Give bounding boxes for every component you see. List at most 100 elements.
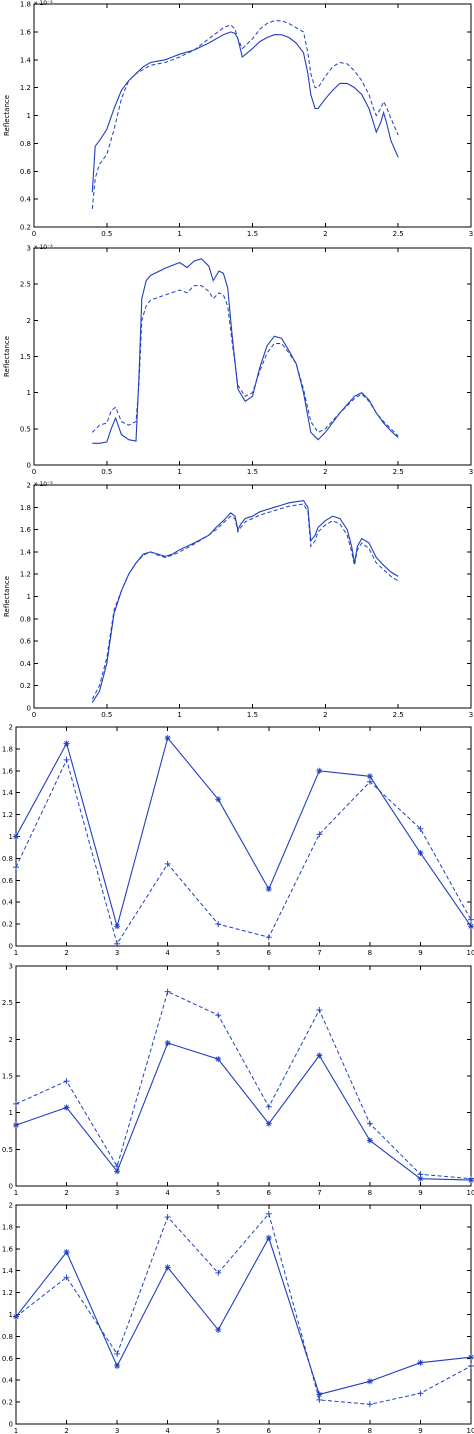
- x-tick-label: 3: [115, 1427, 119, 1434]
- plus-marker: [366, 1401, 373, 1408]
- plus-marker: [63, 1078, 70, 1085]
- y-tick-label: 1.2: [20, 84, 31, 92]
- x-tick-label: 4: [165, 1427, 170, 1434]
- series-line-dashed: [15, 991, 472, 1180]
- y-tick-label: 0.2: [20, 224, 31, 232]
- plus-marker: [63, 756, 70, 763]
- star-marker: [63, 1249, 70, 1256]
- star-marker: [13, 833, 19, 840]
- plus-marker: [215, 1269, 222, 1276]
- y-tick-label: 0.6: [20, 168, 32, 176]
- y-tick-label: 1.6: [2, 767, 14, 775]
- chart-panel: 0 0.5 1 1.5 2 2.5 3 0.2 0.4 0.6 0.8 1 1.2 1.4 1.6 1.8 x …: [3, 0, 473, 238]
- x-tick-label: 0: [32, 230, 36, 238]
- y-tick-label: 0.6: [20, 638, 32, 646]
- plus-marker: [13, 1313, 19, 1320]
- y-tick-label: 1: [27, 593, 31, 601]
- x-tick-label: 6: [267, 1189, 272, 1197]
- star-marker: [13, 1122, 19, 1129]
- series-line-dashed: [15, 758, 472, 946]
- y-tick-label: 0.8: [2, 1333, 13, 1341]
- star-marker: [366, 1378, 373, 1385]
- star-marker: [417, 1359, 424, 1366]
- x-tick-label: 0.5: [101, 468, 112, 476]
- x-tick-label: 0: [32, 468, 36, 476]
- y-tick-label: 0.5: [2, 1146, 13, 1154]
- y-tick-label: 1.4: [2, 1267, 14, 1275]
- y-tick-label: 3: [27, 245, 31, 253]
- x-tick-label: 1: [177, 468, 181, 476]
- y-tick-label: 1.6: [20, 28, 32, 36]
- y-tick-label: 0.4: [20, 196, 32, 204]
- plus-marker: [417, 1171, 424, 1178]
- star-marker: [164, 734, 171, 741]
- y-tick-label: 0.2: [20, 682, 31, 690]
- plus-marker: [468, 1362, 474, 1369]
- star-marker: [316, 1052, 323, 1059]
- y-axis-label: Reflectance: [3, 576, 11, 617]
- plus-marker: [63, 1274, 70, 1281]
- x-tick-label: 5: [216, 949, 220, 957]
- chart-panel: 0 0.5 1 1.5 2 2.5 300.511.522.53 x 10⁻³Reflecta…: [3, 244, 473, 476]
- star-marker: [265, 1120, 272, 1127]
- plus-marker: [164, 1214, 171, 1221]
- plus-marker: [164, 860, 171, 867]
- plus-marker: [265, 934, 272, 941]
- series-line-solid: [91, 500, 399, 703]
- x-tick-label: 3: [469, 230, 473, 238]
- x-tick-label: 2: [64, 1189, 68, 1197]
- y-tick-label: 1.8: [20, 1, 31, 9]
- plot-frame: [15, 965, 472, 1187]
- x-tick-label: 5: [216, 1427, 220, 1434]
- star-marker: [468, 923, 474, 930]
- y-tick-label: 1: [9, 1109, 13, 1117]
- x-tick-label: 7: [317, 1427, 321, 1434]
- y-tick-label: 0: [27, 705, 31, 713]
- y-tick-label: 0.8: [20, 615, 31, 623]
- plus-marker: [366, 1120, 373, 1127]
- y-tick-label: 1.5: [20, 353, 31, 361]
- star-marker: [215, 1056, 222, 1063]
- plus-marker: [316, 831, 323, 838]
- star-marker: [215, 1326, 222, 1333]
- series-line-solid: [91, 31, 399, 193]
- x-tick-label: 2.5: [393, 711, 404, 719]
- x-tick-label: 1: [14, 949, 18, 957]
- y-axis-label: Reflectance: [3, 95, 11, 136]
- plus-marker: [114, 940, 121, 947]
- star-marker: [316, 767, 323, 774]
- plus-marker: [417, 1390, 424, 1397]
- y-exponent-label: x 10⁻³: [34, 481, 53, 488]
- chart-panel: 0 0.5 1 1.5 2 2.5 3 0 0.2 0.4 0.6 0.8 1 1.2 1.4 1.6 1.8 2…: [3, 481, 473, 719]
- star-marker: [417, 849, 424, 856]
- x-tick-label: 3: [469, 711, 473, 719]
- y-tick-label: 0.4: [2, 1377, 14, 1385]
- chart-panel: 1 2 3 4 5 6 7 8 9 10 0 0.2 0.4 0.6 0.8 1 1.2 1.4 1.6 1.8 2: [2, 1202, 474, 1434]
- star-marker: [265, 1234, 272, 1241]
- y-tick-label: 0.4: [20, 660, 32, 668]
- x-tick-label: 9: [418, 949, 422, 957]
- plus-marker: [265, 1103, 272, 1110]
- x-tick-label: 1.5: [247, 711, 258, 719]
- y-tick-label: 2: [9, 724, 13, 732]
- y-tick-label: 1.2: [20, 571, 31, 579]
- x-tick-label: 8: [368, 949, 372, 957]
- star-marker: [265, 886, 272, 893]
- x-tick-label: 0: [32, 711, 36, 719]
- x-tick-label: 2: [64, 949, 68, 957]
- y-tick-label: 1.5: [2, 1073, 13, 1081]
- x-tick-label: 9: [418, 1427, 422, 1434]
- y-tick-label: 0.5: [20, 425, 31, 433]
- y-tick-label: 0.2: [2, 921, 13, 929]
- star-marker: [366, 773, 373, 780]
- y-tick-label: 1.8: [2, 1223, 13, 1231]
- plus-marker: [417, 825, 424, 832]
- plus-marker: [366, 778, 373, 785]
- x-tick-label: 7: [317, 1189, 321, 1197]
- plus-marker: [114, 1163, 121, 1170]
- plus-marker: [13, 1100, 19, 1107]
- star-marker: [164, 1264, 171, 1271]
- y-exponent-label: x 10⁻³: [34, 0, 53, 7]
- y-tick-label: 1: [9, 1311, 13, 1319]
